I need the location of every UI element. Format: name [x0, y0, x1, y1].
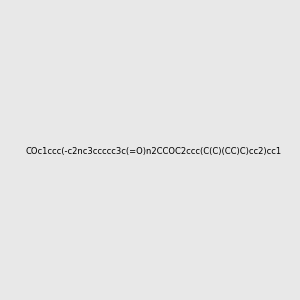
Text: COc1ccc(-c2nc3ccccc3c(=O)n2CCOC2ccc(C(C)(CC)C)cc2)cc1: COc1ccc(-c2nc3ccccc3c(=O)n2CCOC2ccc(C(C)… [26, 147, 282, 156]
